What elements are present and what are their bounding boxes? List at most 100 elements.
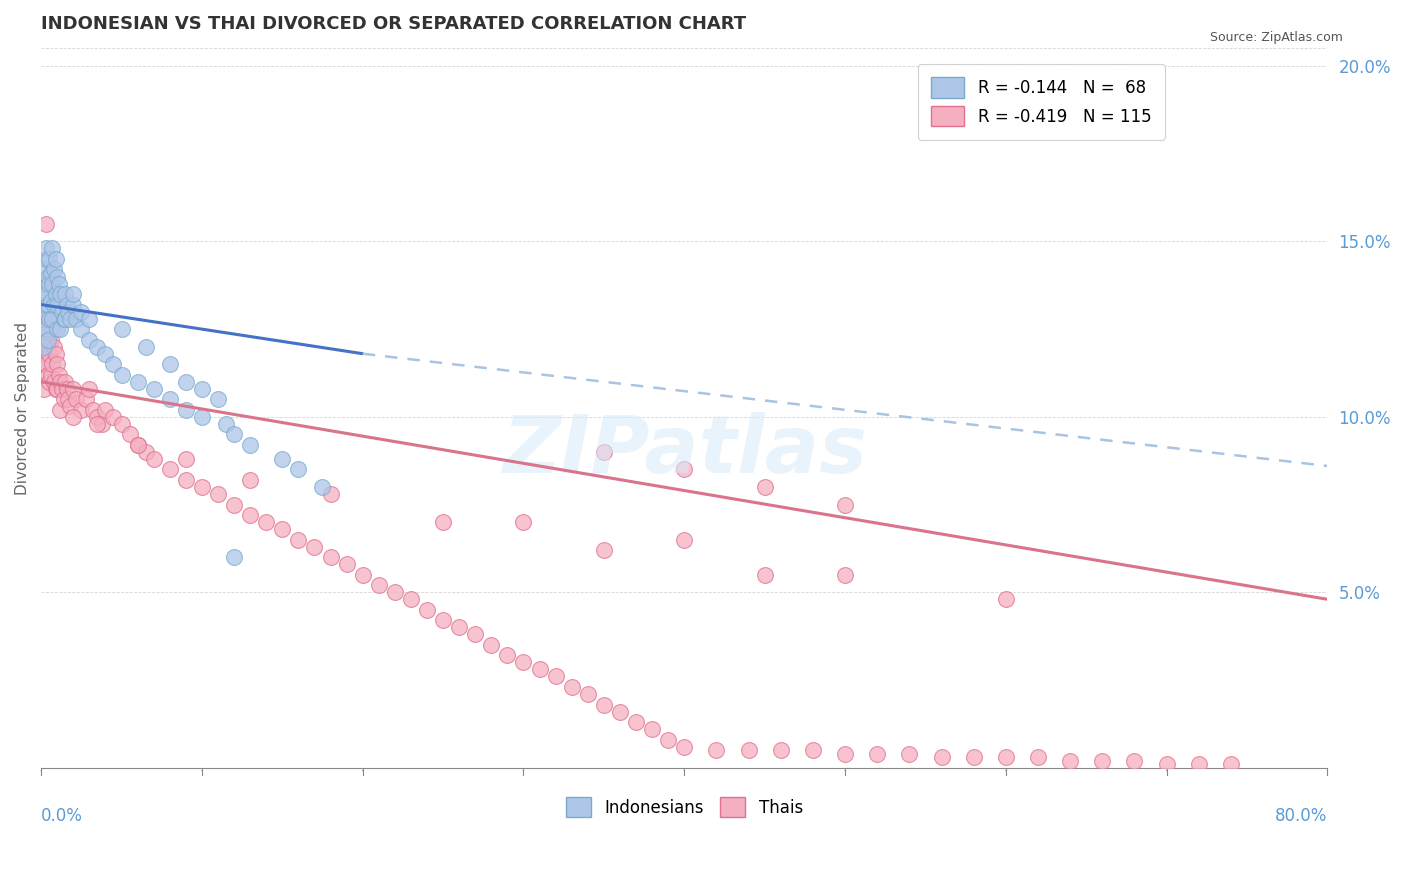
Point (58, 392, 80, 407)
Point (45, 287, 67, 301)
Point (65, 392, 87, 407)
Point (31, 357, 53, 371)
Point (52, 392, 75, 407)
Point (34, 311, 56, 326)
Point (479, 638, 502, 652)
Point (737, 743, 759, 757)
Point (127, 375, 149, 389)
Point (142, 452, 165, 467)
Point (37, 340, 59, 354)
Point (110, 322, 132, 336)
Point (239, 438, 262, 452)
Point (35, 322, 58, 336)
Point (624, 715, 647, 730)
Point (174, 473, 197, 487)
Point (45, 252, 67, 266)
Point (287, 533, 309, 547)
Point (103, 357, 125, 371)
Point (657, 732, 679, 747)
Point (1026, 750, 1049, 764)
Point (544, 669, 567, 683)
Point (529, 663, 551, 677)
Point (174, 452, 197, 467)
Point (39, 368, 62, 382)
Point (65, 311, 87, 326)
Point (53, 311, 76, 326)
Point (174, 375, 197, 389)
Point (37, 368, 59, 382)
Point (53, 375, 76, 389)
Point (561, 680, 583, 694)
Point (34, 277, 56, 291)
Point (127, 438, 149, 452)
Point (834, 747, 856, 761)
Point (35, 322, 58, 336)
Point (159, 392, 181, 407)
Point (801, 743, 824, 757)
Point (79, 333, 101, 347)
Point (222, 427, 245, 442)
Point (159, 462, 181, 476)
Point (609, 705, 631, 719)
Point (135, 445, 157, 459)
Point (46, 269, 69, 284)
Point (963, 750, 986, 764)
Point (592, 445, 614, 459)
Point (38, 347, 60, 361)
Point (135, 340, 157, 354)
Point (56, 382, 79, 396)
Point (592, 698, 614, 712)
Y-axis label: Divorced or Separated: Divorced or Separated (15, 322, 30, 494)
Point (49, 287, 72, 301)
Point (834, 498, 856, 512)
Point (86, 417, 108, 431)
Point (1219, 757, 1241, 772)
Point (432, 515, 454, 529)
Point (834, 567, 856, 582)
Point (56, 297, 79, 311)
Point (994, 592, 1017, 607)
Point (45, 382, 67, 396)
Point (673, 739, 696, 754)
Point (37, 269, 59, 284)
Point (1059, 754, 1081, 768)
Point (432, 613, 454, 627)
Point (49, 402, 72, 417)
Point (673, 533, 696, 547)
Point (41, 357, 63, 371)
Point (58, 304, 80, 318)
Point (46, 297, 69, 311)
Point (38, 311, 60, 326)
Point (769, 743, 792, 757)
Point (70, 402, 93, 417)
Point (94, 347, 117, 361)
Point (34, 340, 56, 354)
Point (207, 487, 229, 501)
Point (931, 750, 953, 764)
Point (34, 347, 56, 361)
Point (898, 747, 921, 761)
Point (41, 311, 63, 326)
Point (51, 304, 73, 318)
Point (38, 277, 60, 291)
Point (39, 266, 62, 280)
Point (239, 508, 262, 522)
Point (31, 322, 53, 336)
Point (222, 550, 245, 565)
Point (271, 522, 294, 536)
Point (52, 311, 75, 326)
Point (31, 333, 53, 347)
Point (35, 357, 58, 371)
Point (38, 311, 60, 326)
Point (35, 287, 58, 301)
Point (48, 277, 70, 291)
Point (352, 567, 374, 582)
Point (41, 322, 63, 336)
Point (37, 333, 59, 347)
Point (222, 498, 245, 512)
Text: Source: ZipAtlas.com: Source: ZipAtlas.com (1209, 31, 1343, 45)
Point (38, 252, 60, 266)
Point (336, 558, 359, 572)
Point (304, 540, 326, 554)
Text: 0.0%: 0.0% (41, 807, 83, 825)
